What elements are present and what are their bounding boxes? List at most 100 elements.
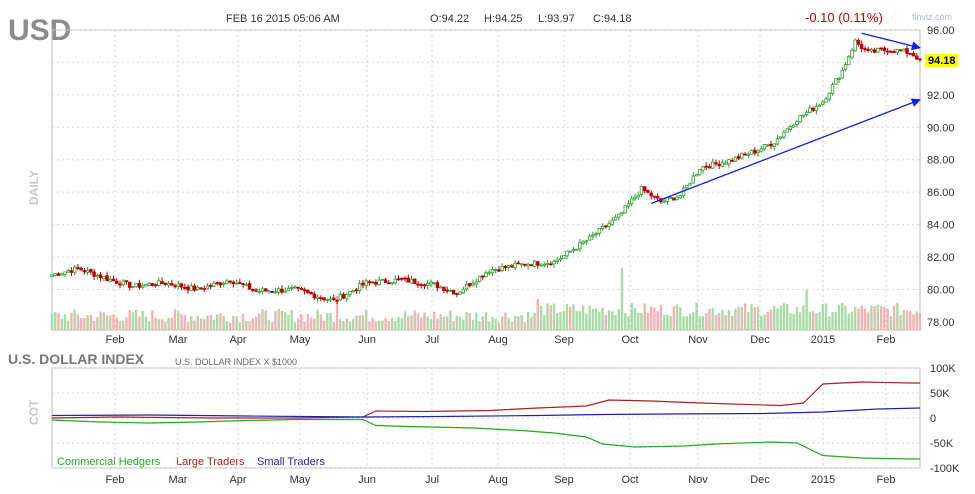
candle-body — [513, 262, 517, 269]
candle-body — [419, 284, 423, 286]
candle-body — [160, 281, 164, 285]
candle-body — [85, 269, 90, 273]
price-tick-label: 92.00 — [927, 90, 955, 102]
candle-body — [66, 270, 70, 273]
candle-body — [594, 233, 598, 236]
volume-bar — [672, 306, 676, 330]
candle-body — [189, 285, 193, 291]
volume-bar — [659, 304, 663, 330]
volume-bar — [854, 306, 857, 330]
candle-body — [545, 263, 550, 265]
volume-bar — [384, 318, 387, 330]
candle-body — [688, 183, 692, 186]
volume-bar — [918, 312, 922, 330]
volume-bar — [591, 308, 595, 330]
volume-bar — [445, 316, 449, 330]
candle-body — [633, 196, 637, 200]
volume-bar — [141, 310, 144, 330]
volume-bar — [604, 315, 608, 330]
price-tick-label: 84.00 — [927, 220, 955, 232]
cot-month-label: Jul — [425, 474, 439, 486]
legend-commercial: Commercial Hedgers — [57, 456, 161, 468]
volume-bar — [248, 321, 251, 330]
candle-body — [215, 282, 219, 284]
candle-body — [92, 271, 96, 277]
volume-bar — [147, 321, 151, 330]
candle-body — [915, 55, 919, 60]
price-tick-label: 88.00 — [927, 155, 955, 167]
volume-bar — [423, 312, 426, 330]
volume-bar — [701, 316, 705, 330]
candle-body — [209, 284, 213, 287]
volume-bar — [306, 313, 310, 330]
price-month-label: Dec — [750, 334, 770, 346]
cot-month-label: Feb — [106, 474, 125, 486]
candle-body — [212, 282, 216, 287]
candle-body — [779, 136, 783, 139]
candle-body — [477, 275, 482, 282]
volume-bar — [737, 306, 740, 330]
candle-body — [98, 274, 103, 279]
price-month-label: 2015 — [811, 334, 835, 346]
candle-body — [863, 48, 867, 50]
volume-bar — [329, 312, 332, 330]
volume-bar — [128, 309, 131, 330]
volume-bar — [63, 314, 67, 330]
candle-body — [798, 115, 802, 123]
candle-body — [791, 124, 796, 128]
candle-body — [581, 241, 585, 244]
candle-body — [918, 58, 922, 61]
volume-bar — [319, 314, 323, 330]
volume-bar — [183, 315, 186, 330]
volume-bar — [675, 304, 679, 330]
candle-body — [461, 288, 466, 294]
volume-bar — [212, 319, 216, 330]
candle-body — [150, 283, 155, 286]
volume-bar — [860, 305, 863, 330]
volume-bar — [364, 309, 368, 330]
cot-month-label: Oct — [621, 474, 638, 486]
candle-body — [409, 278, 414, 284]
volume-bar — [206, 315, 209, 330]
volume-bar — [594, 308, 598, 330]
cot-y-axis: 100K 50K 0 -50K -100K — [930, 363, 960, 475]
volume-bar — [536, 299, 540, 330]
candle-body — [231, 281, 236, 285]
close-label: C:94.18 — [593, 13, 632, 25]
price-tick-label: 80.00 — [927, 284, 955, 296]
price-month-label: Sep — [554, 334, 574, 346]
price-month-label: Nov — [688, 334, 708, 346]
volume-bar — [410, 315, 413, 330]
volume-bar — [507, 318, 510, 330]
candle-body — [183, 287, 187, 289]
volume-bar — [96, 317, 99, 330]
volume-bar — [397, 316, 400, 330]
volume-bar — [915, 311, 918, 330]
candle-body — [273, 291, 278, 294]
candle-body — [613, 216, 618, 221]
volume-bar — [824, 303, 828, 330]
cot-month-label: Apr — [229, 474, 246, 486]
candle-body — [157, 280, 161, 286]
trendline — [650, 98, 921, 205]
candle-body — [192, 285, 197, 291]
volume-bar — [692, 312, 695, 330]
volume-bar — [92, 320, 96, 330]
candle-body — [814, 105, 819, 111]
volume-bar — [355, 315, 358, 330]
volume-bar — [705, 313, 708, 330]
volume-bar — [844, 305, 847, 330]
candle-body — [426, 283, 430, 286]
volume-bar — [811, 311, 815, 330]
volume-bar — [630, 303, 633, 330]
price-month-label: Jul — [425, 334, 439, 346]
candle-body — [539, 264, 543, 267]
low-label: L:93.97 — [538, 13, 575, 25]
volume-bar — [361, 315, 365, 330]
candle-body — [289, 287, 294, 289]
volume-bar — [471, 319, 475, 330]
candle-body — [131, 286, 135, 288]
volume-bar — [559, 312, 562, 330]
candle-body — [102, 276, 106, 280]
candle-body — [565, 250, 569, 257]
